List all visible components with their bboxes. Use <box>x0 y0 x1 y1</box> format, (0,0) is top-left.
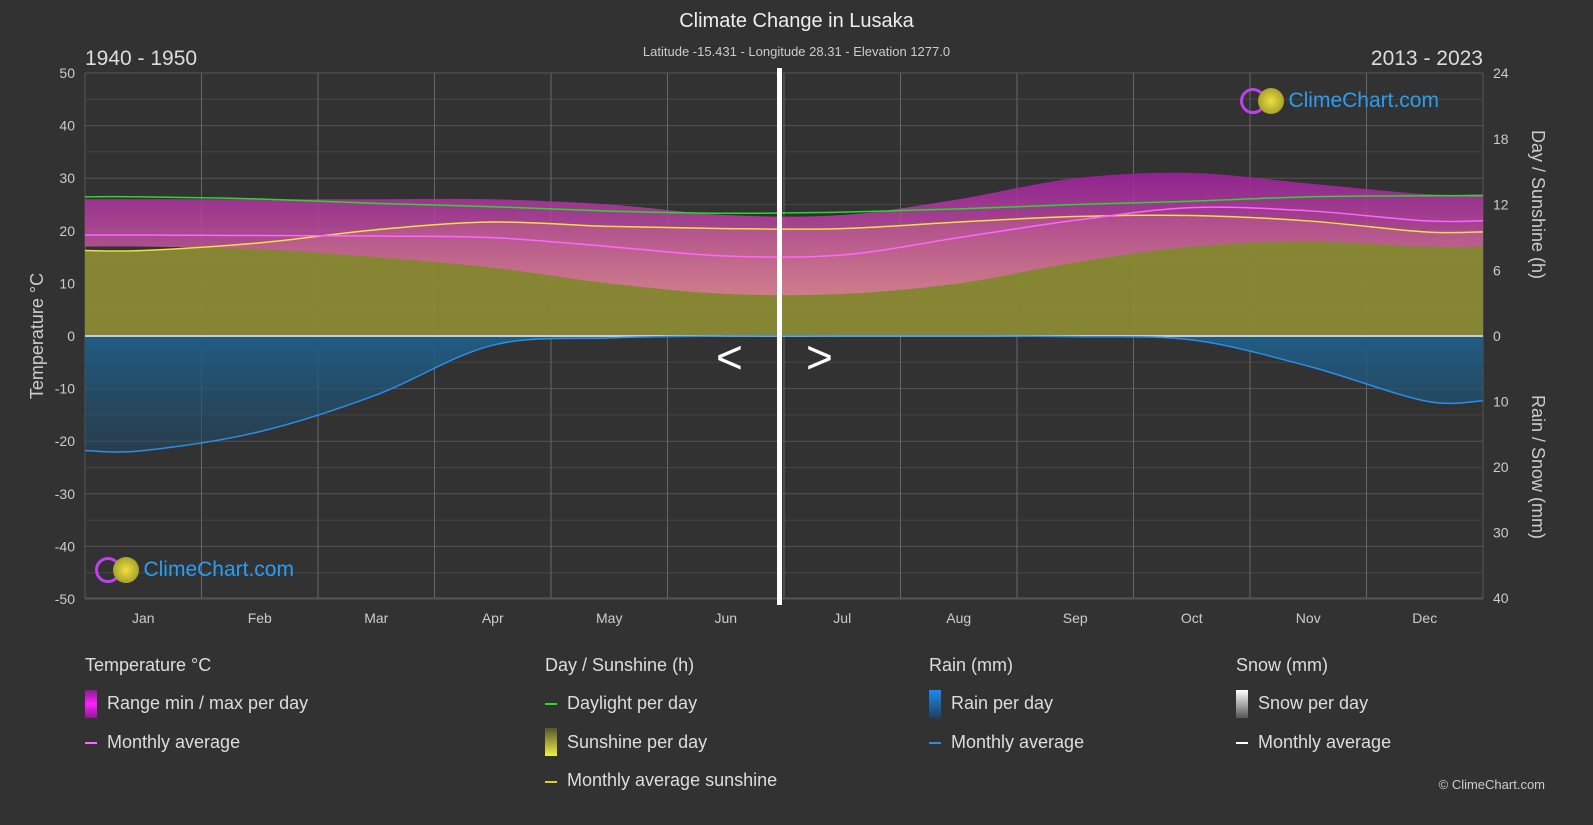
y2-tick-label: 24 <box>1493 65 1509 81</box>
rain-area <box>85 335 1483 453</box>
sunshine-avg-line <box>84 214 1484 252</box>
rain-avg-swatch <box>929 742 941 744</box>
legend-item: Rain per day <box>951 693 1054 713</box>
snow-avg-swatch <box>1236 742 1248 744</box>
x-tick-label: Aug <box>946 610 971 626</box>
y-tick-label: 20 <box>59 223 75 239</box>
chart-subtitle: Latitude -15.431 - Longitude 28.31 - Ele… <box>642 44 951 59</box>
legend-snow-heading: Snow (mm) <box>1236 655 1329 675</box>
y-tick-label: -10 <box>55 381 75 397</box>
y3-tick-label: 40 <box>1493 590 1509 606</box>
x-tick-label: Jul <box>833 610 851 626</box>
y2-tick-label: 0 <box>1493 328 1501 344</box>
x-tick-label: Feb <box>248 610 272 626</box>
snow-swatch <box>1236 690 1248 718</box>
rain-swatch <box>929 690 941 718</box>
x-tick-label: Jan <box>132 610 155 626</box>
prev-period-button[interactable]: < <box>716 331 743 383</box>
legend-item: Sunshine per day <box>567 732 708 752</box>
y-tick-label: -50 <box>55 591 75 607</box>
period-divider-handle[interactable] <box>777 68 782 605</box>
legend-item: Monthly average <box>107 732 241 752</box>
y-tick-label: -40 <box>55 538 75 554</box>
x-tick-label: Dec <box>1412 610 1437 626</box>
y3-axis-title: Rain / Snow (mm) <box>1528 395 1548 539</box>
x-tick-label: Oct <box>1181 610 1203 626</box>
y-tick-label: -20 <box>55 433 75 449</box>
y2-tick-label: 12 <box>1493 197 1509 213</box>
y2-axis-title: Day / Sunshine (h) <box>1528 130 1548 279</box>
x-tick-label: Jun <box>714 610 737 626</box>
copyright: © ClimeChart.com <box>1438 777 1545 792</box>
temp-avg-line <box>84 206 1484 258</box>
logo-sun-icon <box>113 557 139 583</box>
legend-item: Daylight per day <box>567 693 698 713</box>
sunshine-swatch <box>545 728 557 756</box>
y-tick-label: 50 <box>59 65 75 81</box>
logo-bottom: ClimeChart.com <box>95 557 294 583</box>
y-tick-label: 10 <box>59 275 75 291</box>
period-right: 2013 - 2023 <box>1370 47 1483 70</box>
y2-tick-label: 18 <box>1493 131 1509 147</box>
chart-title: Climate Change in Lusaka <box>679 10 914 32</box>
y-axis-title: Temperature °C <box>27 273 47 399</box>
daylight-line <box>84 194 1484 215</box>
y-tick-label: 30 <box>59 170 75 186</box>
logo-top: ClimeChart.com <box>1240 88 1439 114</box>
legend-item: Range min / max per day <box>107 693 309 713</box>
x-tick-label: Apr <box>482 610 504 626</box>
logo-text: ClimeChart.com <box>1288 89 1439 112</box>
x-tick-label: Sep <box>1063 610 1088 626</box>
temp-range-swatch <box>85 690 97 718</box>
legend-item: Monthly average <box>951 732 1085 752</box>
next-period-button[interactable]: > <box>806 331 833 383</box>
legend-item: Monthly average <box>1258 732 1392 752</box>
legend-item: Snow per day <box>1258 693 1369 713</box>
temp-avg-swatch <box>85 742 97 744</box>
y-tick-label: 0 <box>67 328 75 344</box>
logo-text: ClimeChart.com <box>143 558 294 581</box>
daylight-swatch <box>545 703 557 705</box>
period-left: 1940 - 1950 <box>85 47 198 70</box>
legend-temperature-heading: Temperature °C <box>85 655 212 675</box>
y3-tick-label: 30 <box>1493 525 1509 541</box>
x-tick-label: Nov <box>1296 610 1321 626</box>
x-tick-label: Mar <box>364 610 388 626</box>
logo-sun-icon <box>1258 88 1284 114</box>
y-tick-label: 40 <box>59 118 75 134</box>
y3-tick-label: 10 <box>1493 394 1509 410</box>
y3-tick-label: 20 <box>1493 459 1509 475</box>
y-tick-label: -30 <box>55 486 75 502</box>
legend-rain-heading: Rain (mm) <box>929 655 1013 675</box>
x-tick-label: May <box>596 610 622 626</box>
y2-tick-label: 6 <box>1493 262 1501 278</box>
legend-item: Monthly average sunshine <box>567 770 778 790</box>
legend-sunshine-heading: Day / Sunshine (h) <box>545 655 695 675</box>
sunshine-avg-swatch <box>545 781 557 783</box>
